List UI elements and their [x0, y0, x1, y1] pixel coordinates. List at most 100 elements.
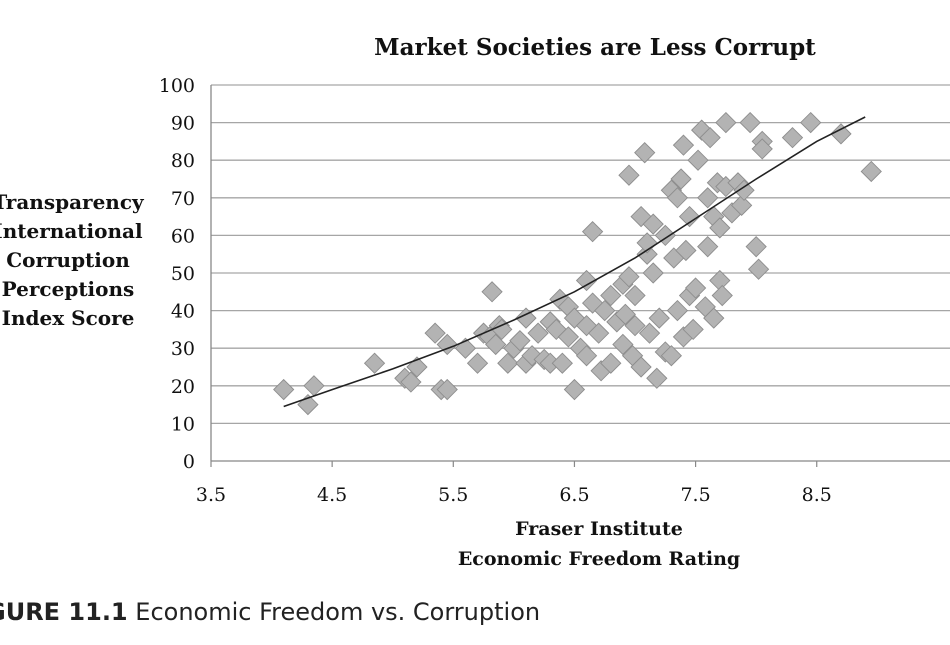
y-tick-label: 80	[171, 150, 195, 172]
data-point	[436, 378, 458, 401]
data-point	[666, 299, 689, 322]
data-point	[636, 243, 658, 265]
figure-caption-text: Economic Freedom vs. Corruption	[135, 598, 541, 626]
data-point	[642, 213, 664, 235]
data-point	[675, 239, 697, 262]
data-point	[747, 258, 770, 280]
data-point	[436, 333, 458, 356]
data-point	[614, 303, 636, 325]
chart-title: Market Societies are Less Corrupt	[374, 34, 816, 61]
y-axis-label-line: International	[0, 219, 143, 243]
data-point	[481, 281, 503, 303]
data-point	[551, 352, 573, 374]
data-points	[273, 111, 882, 416]
data-point	[624, 284, 646, 307]
data-point	[660, 345, 682, 367]
data-point	[800, 111, 822, 134]
data-point	[634, 142, 656, 164]
data-point	[699, 127, 721, 149]
data-point	[273, 378, 295, 401]
data-point	[684, 277, 707, 299]
data-point	[466, 352, 489, 374]
data-point	[638, 322, 661, 344]
trendline-group	[283, 116, 866, 408]
x-tick-label: 5.5	[438, 484, 468, 506]
data-point	[363, 352, 386, 374]
data-point	[497, 352, 519, 374]
y-tick-label: 90	[171, 113, 195, 135]
data-point	[697, 236, 719, 258]
data-point	[733, 179, 755, 201]
data-point	[527, 322, 549, 344]
data-point	[575, 345, 598, 367]
figure-number: GURE 11.1	[0, 598, 128, 626]
data-point	[509, 330, 531, 352]
y-tick-label: 70	[171, 188, 195, 210]
data-point	[715, 111, 737, 134]
x-axis-label-line: Economic Freedom Rating	[457, 548, 741, 570]
data-point	[630, 356, 652, 378]
data-point	[636, 232, 658, 254]
y-tick-label: 20	[171, 376, 195, 398]
y-axis-label-line: Corruption	[6, 248, 130, 272]
axes	[210, 85, 950, 462]
data-point	[600, 352, 622, 374]
data-point	[745, 236, 767, 258]
data-point	[485, 333, 507, 356]
x-axis-ticks: 3.5 4.5 5.5 6.5 7.5 8.5	[196, 461, 832, 506]
data-point	[666, 187, 689, 209]
data-point	[860, 160, 882, 183]
x-tick-label: 7.5	[680, 484, 710, 506]
data-point	[648, 307, 670, 329]
data-point	[703, 307, 725, 329]
data-point	[624, 315, 646, 337]
data-point	[678, 205, 701, 228]
data-point	[687, 149, 709, 171]
data-point	[654, 224, 676, 247]
x-axis-label-line: Fraser Institute	[515, 518, 683, 540]
data-point	[751, 138, 773, 160]
y-tick-label: 60	[171, 225, 195, 247]
data-point	[557, 326, 580, 348]
y-tick-label: 10	[171, 413, 195, 435]
figure-caption: GURE 11.1 Economic Freedom vs. Corruptio…	[0, 598, 540, 626]
data-point	[781, 127, 804, 149]
data-point	[642, 262, 664, 284]
x-tick-label: 4.5	[317, 484, 347, 506]
data-point	[618, 266, 640, 288]
x-tick-label: 8.5	[802, 484, 832, 506]
data-point	[594, 299, 616, 322]
data-point	[600, 284, 622, 307]
data-point	[424, 322, 446, 344]
data-point	[515, 307, 537, 329]
data-point	[672, 134, 695, 156]
data-point	[830, 123, 852, 145]
y-axis-ticks: 0 10 20 30 40 50 60 70 80 90 100	[159, 75, 195, 473]
y-axis-label: Transparency International Corruption Pe…	[0, 188, 148, 333]
x-axis-label: Fraser Institute Economic Freedom Rating	[400, 514, 798, 574]
data-point	[711, 284, 733, 307]
y-axis-label-line: Index Score	[1, 306, 135, 330]
data-point	[646, 367, 668, 389]
gridlines	[211, 84, 950, 425]
y-tick-label: 40	[171, 301, 195, 323]
y-tick-label: 30	[171, 338, 195, 360]
data-point	[400, 371, 422, 393]
data-point	[682, 318, 704, 341]
data-point	[618, 164, 640, 186]
y-axis-label-line: Transparency	[0, 190, 144, 214]
y-tick-label: 100	[159, 75, 195, 97]
data-point	[739, 111, 761, 134]
data-point	[730, 194, 753, 216]
y-tick-label: 0	[183, 451, 195, 473]
data-point	[563, 378, 586, 401]
data-point	[588, 322, 610, 344]
data-point	[697, 187, 719, 209]
y-axis-label-line: Perceptions	[1, 277, 135, 301]
data-point	[709, 217, 731, 239]
x-tick-label: 3.5	[196, 484, 226, 506]
y-tick-label: 50	[171, 263, 195, 285]
data-point	[612, 333, 634, 356]
data-point	[581, 221, 604, 243]
